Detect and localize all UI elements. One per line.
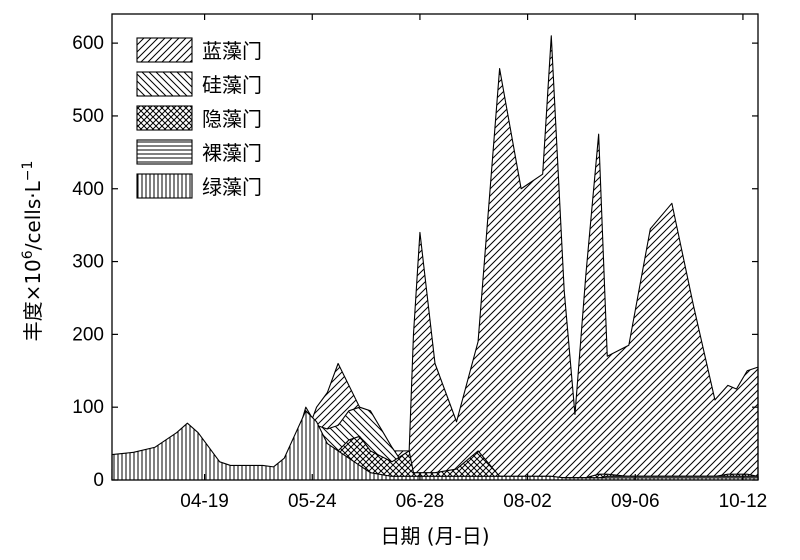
y-axis-title: 丰度×106/cells·L−1: [20, 161, 45, 342]
x-axis-title: 日期 (月-日): [380, 524, 489, 548]
legend-label-1: 硅藻门: [202, 73, 262, 97]
y-axis-title-main: 丰度×10: [21, 259, 45, 341]
y-tick-label-4: 400: [72, 179, 104, 200]
legend-swatch-3: [136, 139, 193, 165]
y-axis: 0 100 200 300 400 500 600: [72, 33, 758, 491]
legend-swatch-4: [136, 173, 193, 199]
legend-label-2: 隐藻门: [202, 107, 262, 131]
y-axis-title-unit: /cells·L: [21, 180, 45, 250]
legend-label-0: 蓝藻门: [202, 39, 262, 63]
y-tick-label-3: 300: [72, 252, 104, 273]
x-tick-label-1: 05-24: [288, 491, 337, 512]
x-tick-label-2: 06-28: [396, 491, 445, 512]
series-areas: [111, 35, 759, 481]
x-tick-label-0: 04-19: [180, 491, 229, 512]
y-tick-label-5: 500: [72, 106, 104, 127]
y-tick-label-2: 200: [72, 324, 104, 345]
legend-swatch-0: [136, 37, 193, 63]
y-axis-title-exp: 6: [20, 250, 36, 259]
series-area-0: [111, 35, 759, 481]
x-tick-label-3: 08-02: [503, 491, 552, 512]
x-tick-label-5: 10-12: [719, 491, 768, 512]
legend-swatch-2: [136, 105, 193, 131]
plot-frame: [111, 13, 759, 481]
legend-label-4: 绿藻门: [202, 175, 262, 199]
y-axis-title-unit-exp: −1: [20, 161, 36, 182]
y-tick-label-6: 600: [72, 33, 104, 54]
x-axis: 04-19 05-24 06-28 08-02 09-06 10-12: [180, 14, 767, 512]
legend-swatch-1: [136, 71, 193, 97]
y-tick-label-1: 100: [72, 397, 104, 418]
legend-label-3: 裸藻门: [202, 141, 262, 165]
y-tick-label-0: 0: [93, 470, 104, 491]
x-tick-label-4: 09-06: [611, 491, 660, 512]
